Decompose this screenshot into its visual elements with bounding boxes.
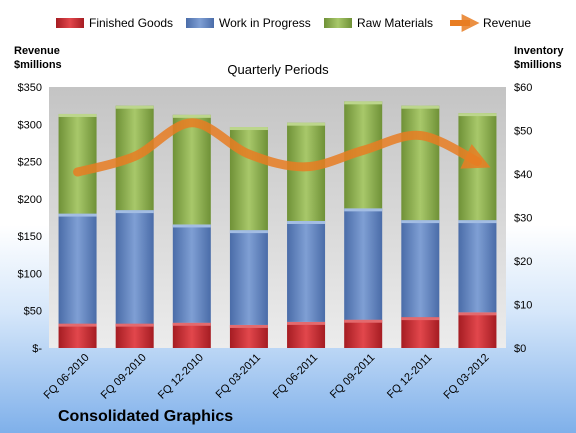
bar-raw-materials: [58, 113, 97, 214]
bar-finished-goods-cap: [115, 323, 154, 327]
bar-finished-goods-cap: [229, 324, 268, 328]
bar-raw-materials-cap: [287, 122, 326, 126]
category-label: FQ 06-2010: [42, 352, 92, 402]
left-tick-label: $300: [18, 119, 42, 131]
right-tick-label: $30: [514, 213, 532, 225]
bar-finished-goods: [58, 323, 97, 348]
category-label: FQ 12-2011: [385, 352, 434, 401]
right-tick-label: $0: [514, 343, 526, 355]
bar-raw-materials: [287, 122, 326, 221]
bar-work-in-progress-cap: [115, 210, 154, 214]
bar-raw-materials-cap: [401, 105, 440, 109]
bar-work-in-progress: [287, 220, 326, 322]
category-label: FQ 03-2011: [214, 352, 263, 401]
legend-label-revenue: Revenue: [483, 16, 531, 30]
bar-finished-goods-cap: [172, 322, 211, 326]
legend-swatch-work-in-progress: [186, 18, 214, 28]
legend-label-work-in-progress: Work in Progress: [219, 16, 311, 30]
bar-finished-goods: [172, 322, 211, 348]
category-labels: FQ 06-2010 FQ 09-2010 FQ 12-2010 FQ 03-2011…: [42, 352, 492, 402]
bar-finished-goods-cap: [401, 317, 440, 321]
right-tick-label: $40: [514, 169, 532, 181]
company-name: Consolidated Graphics: [58, 408, 233, 425]
bar-work-in-progress-cap: [344, 208, 383, 212]
bar-work-in-progress: [458, 220, 497, 313]
left-tick-label: $50: [24, 306, 42, 318]
bar-work-in-progress: [344, 208, 383, 320]
bar-finished-goods: [115, 323, 154, 348]
right-axis-title-line2: $millions: [514, 59, 562, 71]
bar-finished-goods: [458, 312, 497, 348]
legend-swatch-raw-materials: [324, 18, 352, 28]
bar-work-in-progress: [115, 210, 154, 324]
legend-swatch-finished-goods: [56, 18, 84, 28]
category-label: FQ 09-2010: [99, 352, 149, 402]
bar-work-in-progress: [172, 224, 211, 323]
bar-finished-goods: [401, 317, 440, 348]
legend-label-raw-materials: Raw Materials: [357, 16, 433, 30]
bar-finished-goods: [229, 324, 268, 348]
bar-raw-materials-cap: [58, 113, 97, 117]
bar-finished-goods-cap: [344, 319, 383, 323]
right-tick-label: $20: [514, 256, 532, 268]
right-axis-ticks: $0 $10 $20 $30 $40 $50 $60: [514, 82, 532, 355]
category-label: FQ 03-2012: [442, 352, 492, 402]
bar-raw-materials-cap: [458, 113, 497, 117]
bar-work-in-progress-cap: [58, 213, 97, 217]
bar-raw-materials-cap: [344, 101, 383, 105]
left-tick-label: $150: [18, 231, 42, 243]
left-axis-title-line2: $millions: [14, 59, 62, 71]
bar-finished-goods-cap: [287, 321, 326, 325]
left-tick-label: $100: [18, 268, 42, 280]
bar-raw-materials-cap: [172, 114, 211, 118]
bar-finished-goods-cap: [458, 312, 497, 316]
left-axis-ticks: $- $50 $100 $150 $200 $250 $300 $350: [18, 82, 43, 355]
bar-work-in-progress-cap: [401, 220, 440, 224]
bar-work-in-progress-cap: [458, 220, 497, 224]
category-label: FQ 09-2011: [328, 352, 377, 401]
left-tick-label: $250: [18, 157, 42, 169]
right-tick-label: $60: [514, 82, 532, 94]
chart-subtitle: Quarterly Periods: [227, 62, 329, 77]
bar-finished-goods: [344, 319, 383, 348]
right-axis-title-line1: Inventory: [514, 45, 564, 57]
left-axis-title-line1: Revenue: [14, 45, 60, 57]
bar-series: [58, 101, 497, 348]
bar-raw-materials-cap: [229, 127, 268, 131]
bar-finished-goods: [287, 321, 326, 348]
right-tick-label: $10: [514, 300, 532, 312]
bar-work-in-progress-cap: [172, 224, 211, 228]
bar-work-in-progress: [401, 220, 440, 318]
revenue-line-layer: [73, 118, 491, 177]
legend: Finished Goods Work in Progress Raw Mate…: [56, 14, 531, 32]
category-label: FQ 06-2011: [271, 352, 320, 401]
bar-work-in-progress: [229, 230, 268, 325]
right-tick-label: $50: [514, 126, 532, 138]
bar-work-in-progress-cap: [229, 230, 268, 234]
revenue-line: [73, 118, 491, 177]
bar-work-in-progress-cap: [287, 220, 326, 224]
left-tick-label: $200: [18, 194, 42, 206]
bar-finished-goods-cap: [58, 323, 97, 327]
bar-work-in-progress: [58, 213, 97, 324]
left-tick-label: $-: [32, 343, 42, 355]
bar-raw-materials: [401, 105, 440, 221]
legend-label-finished-goods: Finished Goods: [89, 16, 173, 30]
category-label: FQ 12-2010: [156, 352, 206, 402]
bar-raw-materials-cap: [115, 105, 154, 109]
left-tick-label: $350: [18, 82, 42, 94]
bar-raw-materials: [458, 113, 497, 221]
bar-raw-materials: [172, 114, 211, 225]
